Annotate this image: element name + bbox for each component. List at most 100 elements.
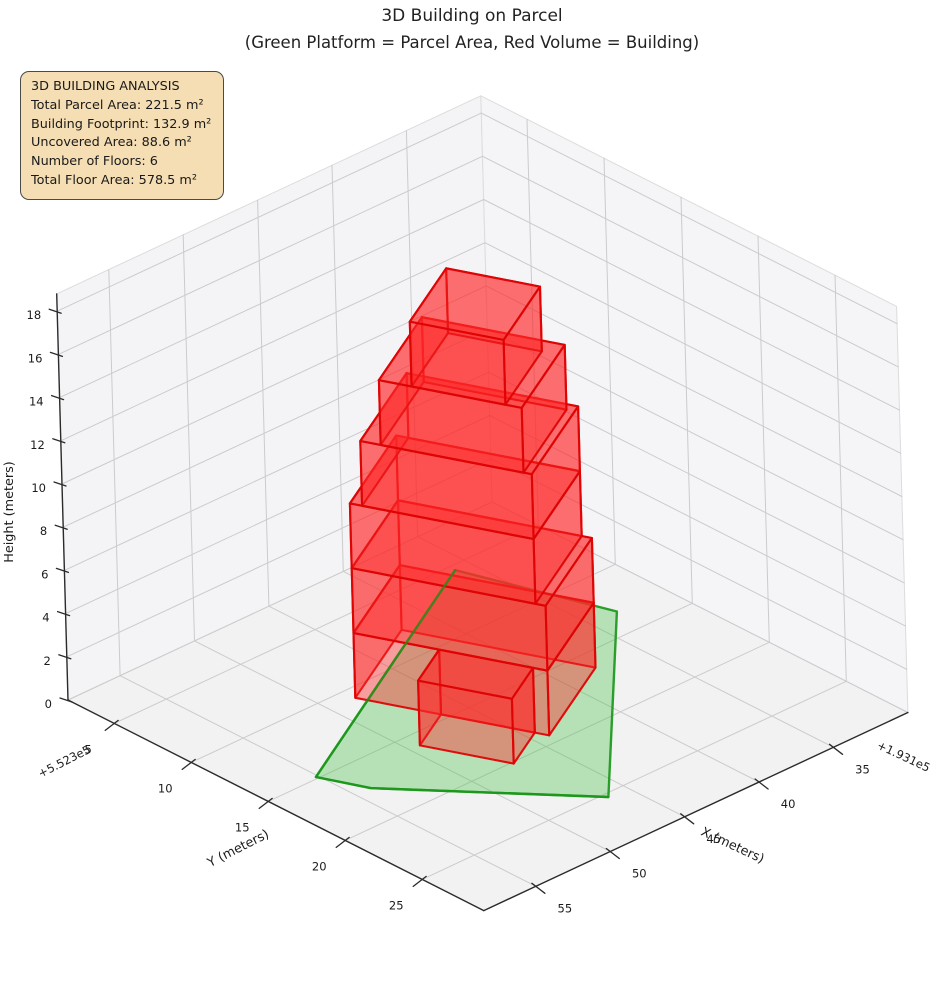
grid-line-x-floor [417,536,834,748]
grid-line-x-wall [405,130,419,538]
x-tick-label: 50 [632,867,647,881]
x-tick [531,882,546,894]
grid-line-z-left [66,458,492,658]
grid-line-z-left [57,155,483,355]
grid-line-z-left [63,371,489,571]
grid-line-z-right [490,458,908,670]
z-tick-label: 4 [42,611,49,625]
grid-line-z-left [67,501,493,701]
x-axis-offset-text: +1.931e5 [875,738,933,775]
x-tick-label: 35 [855,762,870,776]
chart-subtitle: (Green Platform = Parcel Area, Red Volum… [244,33,700,52]
grid-line-z-left [61,285,487,485]
z-tick [50,394,65,401]
y-tick [258,797,273,810]
analysis-line-footprint: Building Footprint: 132.9 m² [31,116,212,132]
grid-line-y-floor [113,524,539,724]
building-roof-face [408,267,542,341]
y-tick-label: 25 [389,898,404,912]
grid-lines [56,112,909,887]
grid-line-y-floor [190,563,616,763]
grid-line-x-wall [331,164,344,572]
axis-ticks [48,308,844,894]
analysis-line-uncovered: Uncovered Area: 88.6 m² [31,135,192,151]
z-tick-label: 16 [28,351,43,365]
z-tick [55,567,70,574]
parcel-front-edge [314,568,610,799]
grid-line-x-wall [108,269,121,677]
building-floor-6 [408,267,543,406]
grid-line-y-wall [834,274,847,682]
z-tick-label: 0 [45,697,52,711]
z-tick [52,438,66,444]
analysis-line-parcel-area: Total Parcel Area: 221.5 m² [31,97,204,113]
y-tick-label: 5 [85,742,92,756]
z-tick-label: 18 [27,308,42,322]
analysis-box: 3D BUILDING ANALYSIS Total Parcel Area: … [20,71,225,200]
y-tick-label: 10 [158,781,173,795]
grid-line-y-floor [267,602,693,802]
grid-line-z-left [65,415,491,615]
grid-line-z-right [482,155,899,368]
grid-line-z-left [62,328,488,528]
x-tick [605,847,620,860]
analysis-box-title: 3D BUILDING ANALYSIS [31,79,180,94]
x-axis-line [483,711,909,912]
y-axis-offset-text: +5.523e5 [36,742,93,780]
z-tick-label: 6 [41,567,48,581]
z-tick-label: 8 [40,524,47,538]
z-tick [49,351,64,358]
grid-line-z-right [486,328,904,541]
y-axis-line [67,699,485,912]
analysis-line-floor-area: Total Floor Area: 578.5 m² [31,172,197,188]
y-tick [104,719,119,732]
grid-line-z-left [56,112,482,312]
building-floor-3 [348,434,583,605]
x-axis-title: X (meters) [699,825,767,867]
y-tick [335,836,350,849]
z-tick [58,654,72,660]
grid-line-y-wall [757,235,770,643]
axis-spines [56,293,909,912]
grid-line-x-wall [182,234,195,642]
z-tick-label: 2 [43,654,50,668]
analysis-line-floors: Number of Floors: 6 [31,154,158,170]
grid-line-z-right [480,112,898,325]
grid-line-x-floor [119,675,537,887]
x-tick [828,743,844,755]
x-tick-label: 40 [781,797,796,811]
grid-line-z-left [60,242,486,442]
z-axis-line [56,293,69,701]
z-tick-label: 10 [31,481,46,495]
building-ground-wing [417,648,536,765]
grid-line-y-wall [680,196,693,604]
z-tick-label: 14 [29,395,44,409]
z-tick [56,610,71,617]
grid-line-y-floor [421,680,847,880]
grid-line-z-right [484,242,902,454]
grid-line-z-right [485,285,903,497]
grid-line-z-left [59,199,485,399]
y-tick-label: 20 [312,859,327,873]
z-tick [53,481,67,487]
x-tick [680,813,695,825]
grid-line-x-floor [268,605,686,818]
x-tick-label: 55 [558,901,573,915]
grid-line-y-floor [344,641,770,841]
grid-line-z-right [489,415,906,627]
grid-line-y-wall [603,157,616,565]
grid-line-z-right [491,501,909,713]
z-tick [59,697,73,703]
z-tick [48,308,62,314]
y-tick [412,875,427,888]
z-axis-title: Height (meters) [2,461,17,563]
axes-panes [56,95,909,912]
grid-line-x-floor [342,570,760,783]
parcel-front-edge-line [314,568,610,799]
grid-line-z-right [483,199,900,411]
z-tick-label: 12 [30,438,45,452]
y-tick-label: 15 [235,820,250,834]
